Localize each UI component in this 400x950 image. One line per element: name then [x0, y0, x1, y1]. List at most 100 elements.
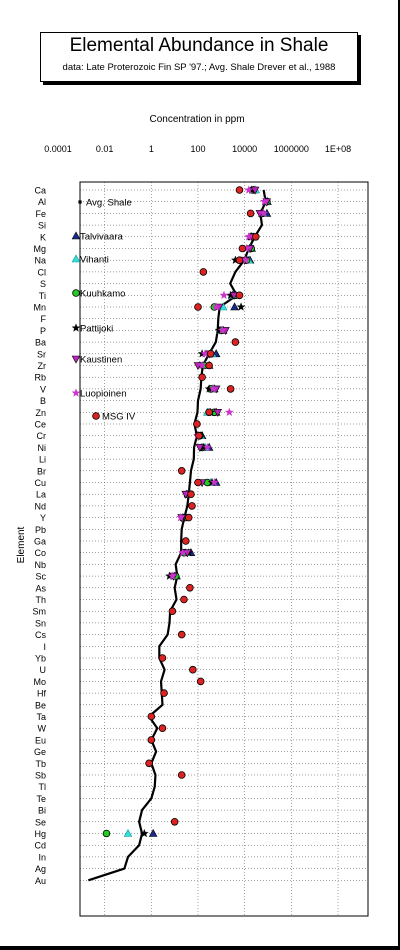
y-tick-label: F	[41, 314, 47, 324]
data-point-msg-iv	[205, 361, 213, 370]
legend-label-luopioinen: Luopioinen	[80, 389, 127, 400]
y-tick-label: Sr	[37, 349, 46, 359]
legend-marker-kaustinen	[71, 355, 81, 364]
data-point-msg-iv	[206, 349, 215, 358]
data-point-msg-iv	[180, 595, 188, 604]
legend-marker-avg-shale	[78, 200, 82, 204]
y-tick-label: Ta	[36, 712, 46, 722]
data-point-msg-iv	[147, 712, 156, 721]
data-point-msg-iv	[235, 256, 244, 265]
y-tick-label: Cu	[34, 478, 46, 488]
y-tick-label: V	[40, 384, 46, 394]
y-tick-label: Ca	[34, 186, 46, 196]
y-tick-label: P	[40, 326, 46, 336]
data-point-kaustinen	[250, 186, 260, 195]
y-tick-label: Zr	[38, 361, 47, 371]
y-tick-label: Se	[35, 817, 46, 827]
data-point-msg-iv	[235, 186, 244, 194]
y-tick-label: Yb	[35, 654, 46, 664]
y-tick-label: Be	[35, 700, 46, 710]
data-point-luopioinen	[259, 197, 269, 206]
data-point-luopioinen	[244, 232, 254, 241]
y-tick-label: Ge	[34, 747, 46, 757]
window-edge-bottom	[0, 946, 400, 950]
data-point-msg-iv	[188, 502, 196, 510]
x-tick-label: 1E+08	[325, 144, 351, 154]
data-point-msg-iv	[199, 268, 208, 276]
series-msg-iv	[145, 186, 260, 826]
y-tick-label: In	[38, 852, 46, 862]
y-tick-label: Cs	[35, 630, 46, 640]
x-tick-label: 100	[190, 144, 205, 154]
y-tick-label: Ga	[34, 537, 46, 547]
y-tick-label: Sm	[33, 607, 47, 617]
series-pattijoki	[139, 185, 270, 838]
y-tick-label: Cl	[38, 267, 47, 277]
data-point-luopioinen	[176, 512, 186, 522]
legend-marker-pattijoki	[71, 323, 81, 332]
data-point-kuuhkamo	[102, 829, 111, 838]
y-tick-label: Rb	[34, 373, 46, 383]
data-point-luopioinen	[168, 571, 177, 580]
data-point-msg-iv	[189, 665, 197, 674]
data-point-luopioinen	[178, 548, 188, 557]
legend-label-kaustinen: Kaustinen	[80, 355, 122, 366]
y-tick-label: K	[40, 232, 46, 242]
legend-label-kuuhkamo: Kuuhkamo	[80, 289, 125, 300]
data-point-msg-iv	[160, 689, 168, 697]
data-point-msg-iv	[158, 654, 167, 662]
y-tick-label: Mo	[33, 677, 46, 687]
y-tick-label: Hf	[37, 689, 46, 699]
legend-marker-luopioinen	[71, 388, 81, 397]
y-tick-label: Ce	[34, 420, 46, 430]
y-tick-label: Nd	[34, 501, 46, 511]
y-tick-label: As	[35, 583, 46, 593]
y-tick-label: La	[36, 490, 46, 500]
chart-title: Elemental Abundance in Shale	[69, 35, 329, 56]
data-point-talvivaara	[230, 302, 239, 311]
y-tick-label: Tl	[39, 782, 47, 792]
plot-frame	[79, 181, 369, 917]
y-tick-label: Na	[34, 256, 46, 266]
data-point-luopioinen	[259, 208, 269, 218]
data-point-msg-iv	[181, 537, 190, 545]
data-point-msg-iv	[238, 244, 247, 253]
data-point-msg-iv	[251, 233, 260, 241]
y-tick-label: Mn	[33, 303, 46, 313]
data-point-msg-iv	[145, 759, 153, 768]
y-tick-label: Nb	[34, 560, 46, 570]
data-point-msg-iv	[177, 771, 186, 779]
y-tick-label: Mg	[33, 244, 46, 254]
y-tick-label: I	[43, 642, 46, 652]
y-tick-label: Al	[38, 197, 46, 207]
data-point-pattijoki	[139, 828, 149, 838]
y-tick-label: Sb	[35, 771, 46, 781]
data-point-msg-iv	[194, 478, 202, 487]
legend-marker-msg-iv	[92, 412, 100, 420]
y-tick-label: Ba	[35, 338, 46, 348]
y-tick-label: S	[40, 279, 46, 289]
legend-marker-vihanti	[71, 254, 81, 263]
data-point-msg-iv	[226, 385, 235, 393]
y-tick-label: Sc	[35, 572, 46, 582]
y-tick-label: Y	[40, 513, 46, 523]
y-tick-label: Eu	[35, 735, 46, 745]
data-point-msg-iv	[158, 724, 167, 732]
y-tick-label: U	[40, 665, 47, 675]
legend-label-vihanti: Vihanti	[80, 255, 109, 266]
legend-label-talvivaara: Talvivaara	[80, 232, 123, 243]
y-tick-label: Pb	[35, 525, 46, 535]
data-point-msg-iv	[194, 303, 202, 311]
y-tick-label: Br	[37, 466, 46, 476]
data-point-msg-iv	[246, 209, 255, 218]
x-tick-label: 1000000	[274, 144, 309, 154]
y-tick-label: Si	[38, 221, 46, 231]
y-tick-label: Fe	[35, 209, 46, 219]
y-tick-label: Bi	[38, 806, 46, 816]
data-point-msg-iv	[198, 373, 206, 382]
x-tick-label: 10000	[232, 144, 257, 154]
y-tick-label: Co	[34, 548, 46, 558]
data-point-luopioinen	[209, 477, 219, 487]
y-tick-label: Zn	[35, 408, 46, 418]
y-tick-label: Ni	[38, 443, 47, 453]
